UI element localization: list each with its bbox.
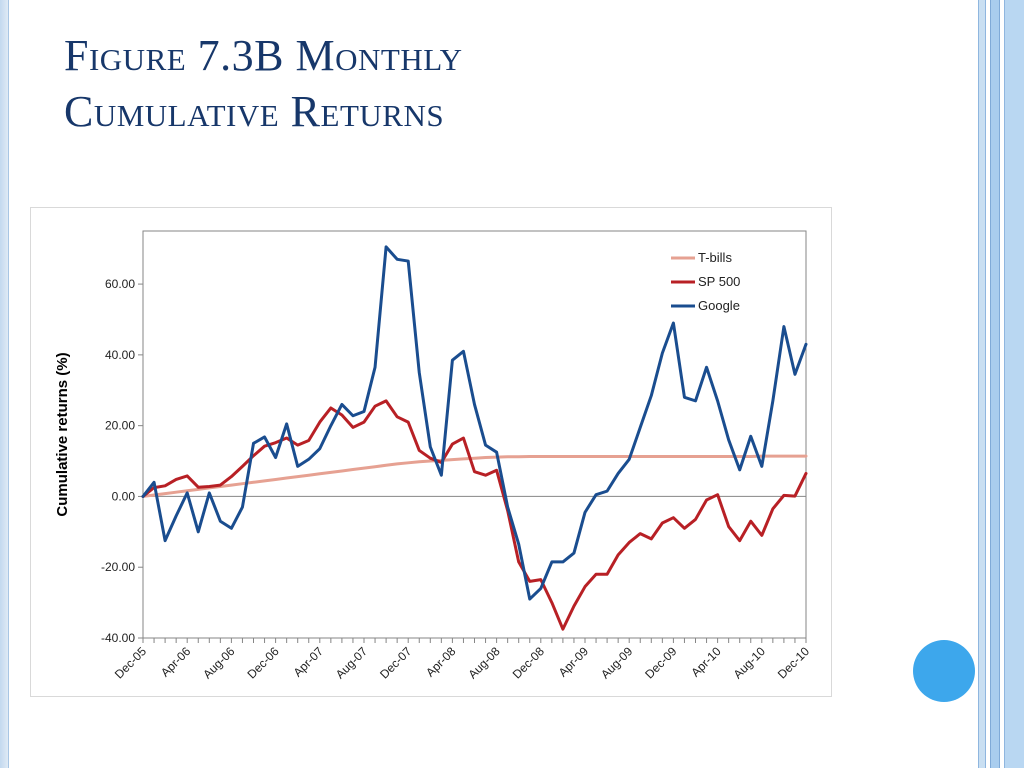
x-tick-label: Dec-08 bbox=[510, 644, 547, 681]
x-tick-label: Dec-06 bbox=[244, 644, 281, 681]
plot-area-border bbox=[142, 230, 807, 639]
x-tick-label: Aug-08 bbox=[465, 644, 502, 681]
series-line-sp-500 bbox=[141, 399, 808, 631]
decorative-circle bbox=[913, 640, 975, 702]
x-tick-label: Apr-09 bbox=[556, 644, 592, 680]
right-decorative-rail bbox=[978, 0, 1024, 768]
x-tick-label: Aug-09 bbox=[598, 644, 635, 681]
y-tick-label: -40.00 bbox=[101, 631, 135, 645]
slide-title-line-1: Figure 7.3B Monthly bbox=[64, 31, 463, 80]
x-tick-label: Aug-07 bbox=[333, 644, 370, 681]
y-tick-label: 20.00 bbox=[105, 419, 135, 433]
legend-label: T-bills bbox=[698, 250, 732, 265]
x-tick-label: Dec-10 bbox=[775, 644, 812, 681]
y-tick-label: 0.00 bbox=[112, 489, 136, 503]
slide-title-line-2: Cumulative Returns bbox=[64, 87, 445, 136]
x-tick-label: Apr-10 bbox=[688, 644, 724, 680]
x-tick-label: Dec-07 bbox=[377, 644, 414, 681]
x-tick-label: Apr-06 bbox=[158, 644, 194, 680]
x-tick-label: Aug-06 bbox=[200, 644, 237, 681]
slide-title: Figure 7.3B Monthly Cumulative Returns bbox=[64, 28, 864, 140]
x-tick-label: Apr-07 bbox=[291, 644, 327, 680]
left-decorative-rail bbox=[0, 0, 9, 768]
x-tick-label: Dec-09 bbox=[642, 644, 679, 681]
y-axis-title: Cumulative returns (%) bbox=[54, 352, 71, 516]
legend-label: SP 500 bbox=[698, 274, 740, 289]
x-tick-label: Apr-08 bbox=[423, 644, 459, 680]
x-tick-label: Aug-10 bbox=[731, 644, 768, 681]
series-line-t-bills bbox=[141, 454, 808, 498]
y-tick-label: 60.00 bbox=[105, 277, 135, 291]
y-tick-label: -20.00 bbox=[101, 560, 135, 574]
series-line-google bbox=[141, 245, 808, 601]
chart-frame: -40.00 -20.00 0.00 20.00 40.00 60.00 Dec-05 Apr… bbox=[30, 207, 832, 697]
legend-label: Google bbox=[698, 298, 740, 313]
x-tick-label: Dec-05 bbox=[112, 644, 149, 681]
y-tick-label: 40.00 bbox=[105, 348, 135, 362]
